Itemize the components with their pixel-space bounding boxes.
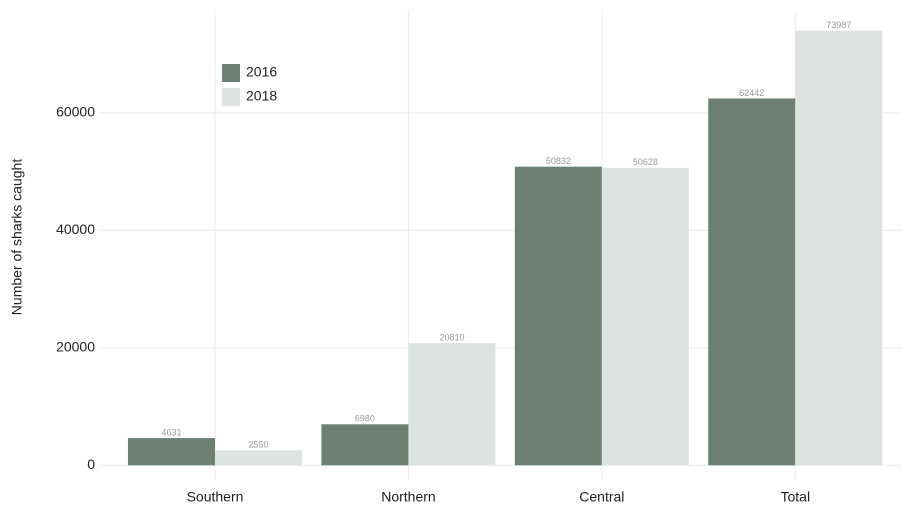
value-label: 4631: [161, 427, 181, 437]
x-tick-label: Southern: [187, 489, 244, 505]
y-tick-label: 0: [87, 456, 95, 472]
bar: [601, 167, 689, 466]
legend-swatch: [222, 64, 240, 82]
y-tick-label: 60000: [56, 104, 95, 120]
legend-swatch: [222, 88, 240, 106]
y-tick-label: 20000: [56, 339, 95, 355]
x-tick-label: Northern: [381, 489, 435, 505]
value-label: 6980: [355, 414, 375, 424]
value-label: 2550: [249, 440, 269, 450]
bar: [408, 343, 496, 466]
bar: [215, 450, 303, 466]
value-label: 62442: [739, 88, 764, 98]
bar: [321, 424, 409, 466]
value-label: 50628: [633, 157, 658, 167]
bar: [514, 166, 602, 466]
x-tick-label: Total: [780, 489, 810, 505]
legend-label: 2018: [246, 88, 277, 104]
x-tick-label: Central: [579, 489, 624, 505]
bar: [708, 98, 796, 466]
bar: [795, 30, 883, 466]
value-label: 20810: [439, 332, 464, 342]
bar: [127, 438, 216, 466]
legend-label: 2016: [246, 64, 277, 80]
y-tick-label: 40000: [56, 221, 95, 237]
value-label: 73987: [826, 20, 851, 30]
value-label: 50832: [546, 156, 571, 166]
y-axis-title: Number of sharks caught: [9, 159, 25, 316]
